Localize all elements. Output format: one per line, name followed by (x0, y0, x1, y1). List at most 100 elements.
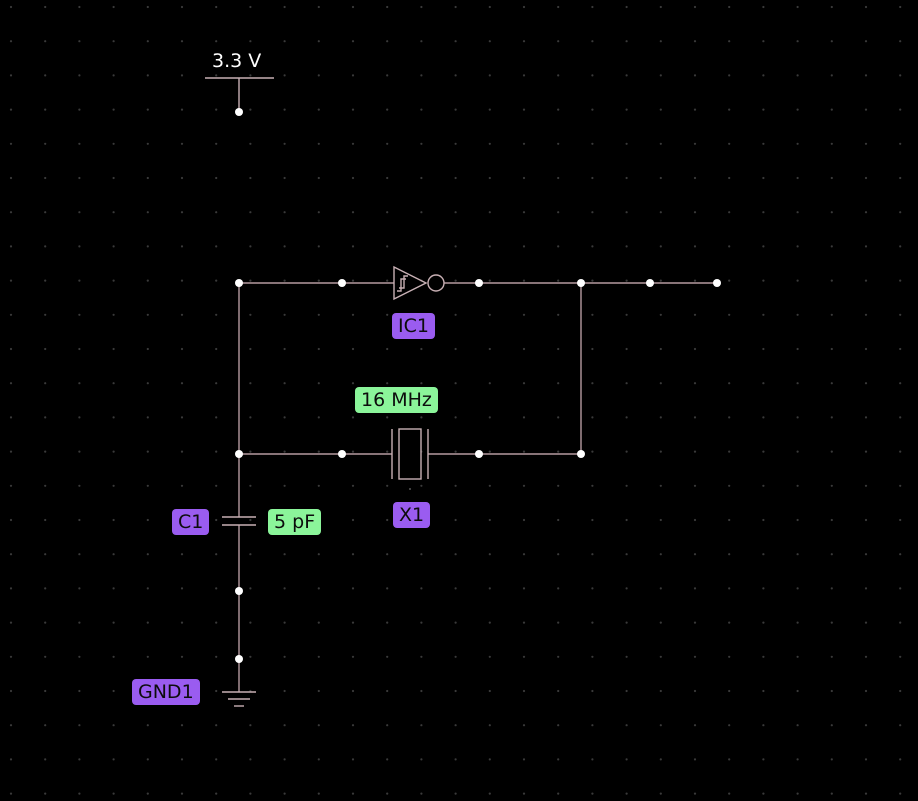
grid-dot (728, 758, 731, 761)
grid-dot (557, 382, 560, 385)
grid-dot (249, 245, 252, 248)
grid-dot (283, 347, 286, 351)
grid-dot (215, 587, 218, 590)
inverter-ref-label[interactable]: IC1 (392, 313, 435, 339)
grid-dot (864, 416, 868, 419)
capacitor-ref-label[interactable]: C1 (172, 509, 210, 535)
grid-dot (215, 313, 218, 316)
grid-dot (454, 450, 457, 453)
node (235, 655, 243, 663)
grid-dot (557, 450, 560, 453)
grid-dot (864, 792, 868, 795)
grid-dot (796, 587, 799, 590)
grid-dot (488, 792, 491, 795)
grid-dot (591, 279, 594, 282)
grid-dot (215, 74, 218, 77)
grid-dot (180, 450, 184, 453)
grid-dot (864, 518, 868, 522)
grid-dot (557, 5, 560, 9)
grid-dot (386, 484, 389, 487)
grid-dot (796, 347, 799, 351)
grid-dot (557, 108, 560, 111)
grid-dot (351, 655, 355, 658)
grid-dot (78, 108, 81, 111)
grid-dot (693, 142, 697, 145)
grid-dot (454, 245, 457, 248)
node (646, 279, 654, 287)
grid-dot (351, 245, 355, 248)
grid-dot (283, 724, 286, 727)
grid-dot (830, 518, 833, 522)
grid-dot (351, 416, 355, 419)
grid-dot (317, 758, 320, 761)
grid-dot (420, 587, 423, 590)
grid-dot (796, 5, 799, 9)
grid-dot (659, 689, 662, 693)
grid-dot (386, 553, 389, 556)
grid-dot (591, 655, 594, 658)
grid-dot (283, 40, 286, 43)
grid-dot (728, 40, 731, 43)
grid-dot (351, 792, 355, 795)
grid-dot (659, 313, 662, 316)
supply-label[interactable]: 3.3 V (212, 50, 262, 72)
grid-dot (625, 74, 628, 77)
grid-dot (44, 518, 47, 522)
grid-dot (317, 792, 320, 795)
grid-dot (830, 621, 833, 624)
grid-dot (728, 108, 731, 111)
grid-dot (283, 792, 286, 795)
grid-dot (899, 621, 902, 624)
grid-dot (454, 655, 457, 658)
grid-dot (557, 758, 560, 761)
grid-dot (762, 245, 765, 248)
grid-dot (659, 621, 662, 624)
grid-dot (351, 313, 355, 316)
grid-dot (386, 689, 389, 693)
capacitor-value-label[interactable]: 5 pF (268, 509, 322, 535)
grid-dot (78, 313, 81, 316)
grid-dot (522, 211, 526, 214)
grid-dot (728, 211, 731, 214)
grid-dot (728, 621, 731, 624)
grid-dot (146, 279, 149, 282)
grid-dot (283, 621, 286, 624)
grid-dot (591, 74, 594, 77)
grid-dot (728, 450, 731, 453)
grid-dot (522, 5, 526, 9)
grid-dot (420, 40, 423, 43)
node (713, 279, 721, 287)
grid-dot (454, 5, 457, 9)
grid-dot (420, 416, 423, 419)
grid-dot (762, 484, 765, 487)
grid-dot (44, 553, 47, 556)
grid-dot (249, 553, 252, 556)
grid-dot (625, 518, 628, 522)
ground-ref-label[interactable]: GND1 (132, 679, 200, 705)
grid-dot (112, 689, 115, 693)
grid-dot (454, 211, 457, 214)
crystal-value-label[interactable]: 16 MHz (355, 387, 438, 413)
crystal-ref-label[interactable]: X1 (393, 502, 431, 528)
node (235, 108, 243, 116)
grid-dot (351, 142, 355, 145)
grid-dot (351, 621, 355, 624)
grid-dot (78, 40, 81, 43)
grid-dot (215, 279, 218, 282)
grid-dot (386, 5, 389, 9)
grid-dot (625, 724, 628, 727)
grid-dot (112, 313, 115, 316)
grid-dot (625, 758, 628, 761)
grid-dot (351, 382, 355, 385)
grid-dot (762, 279, 765, 282)
grid-dot (9, 279, 13, 282)
grid-dot (659, 655, 662, 658)
grid-dot (522, 245, 526, 248)
grid-dot (317, 689, 320, 693)
grid-dot (625, 313, 628, 316)
grid-dot (728, 792, 731, 795)
grid-dot (351, 347, 355, 351)
grid-dot (454, 621, 457, 624)
grid-dot (591, 792, 594, 795)
